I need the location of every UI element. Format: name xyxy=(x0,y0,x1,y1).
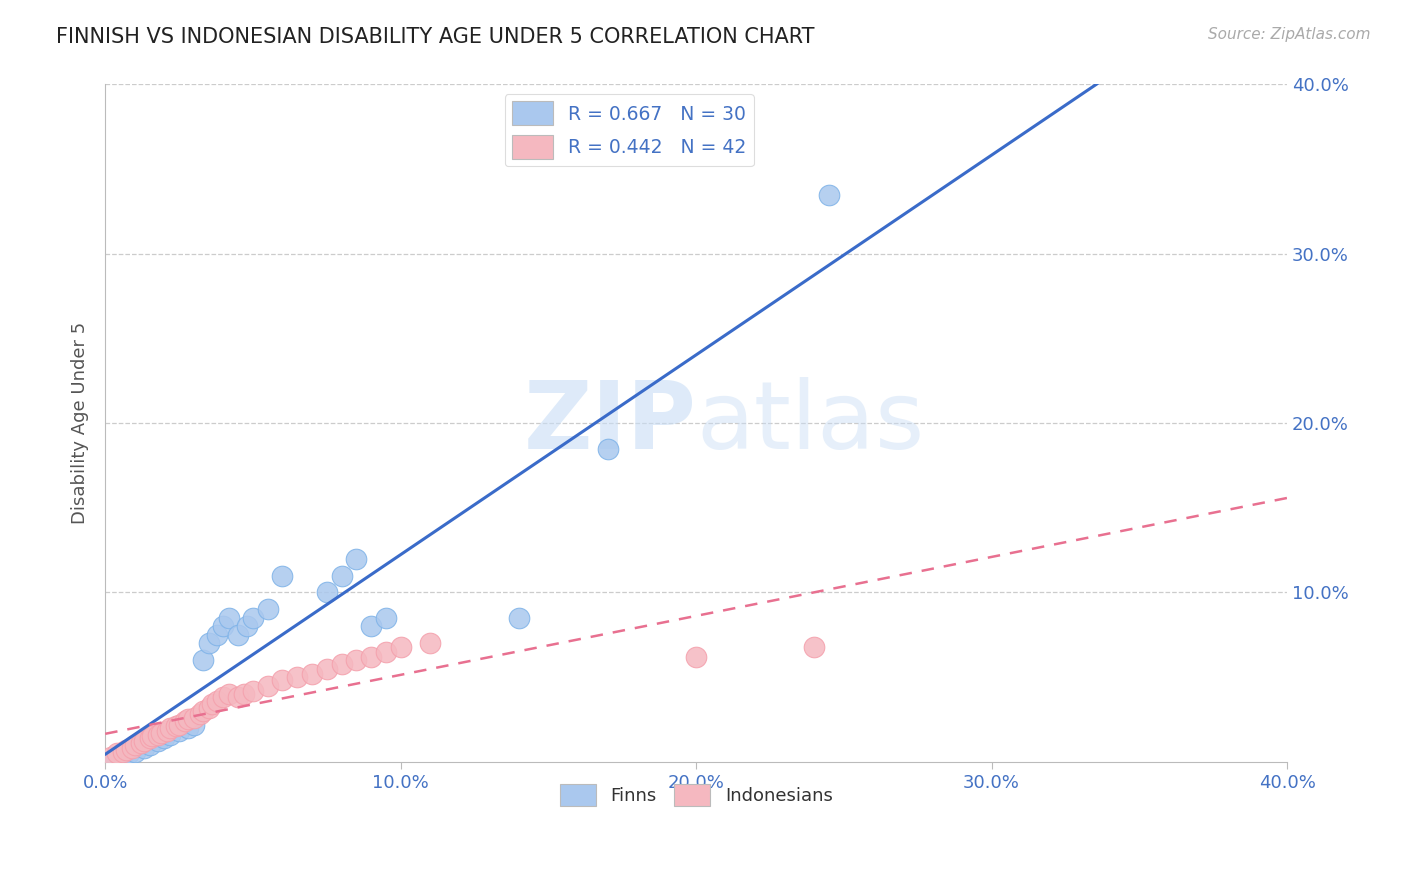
Point xyxy=(685,649,707,664)
Point xyxy=(285,670,308,684)
Point xyxy=(150,726,173,740)
Point xyxy=(419,636,441,650)
Legend: Finns, Indonesians: Finns, Indonesians xyxy=(553,777,839,814)
Point xyxy=(118,747,141,761)
Point xyxy=(344,551,367,566)
Point xyxy=(596,442,619,456)
Point xyxy=(256,679,278,693)
Point xyxy=(111,745,134,759)
Point xyxy=(344,653,367,667)
Point xyxy=(132,741,155,756)
Point xyxy=(156,724,179,739)
Point xyxy=(818,187,841,202)
Point xyxy=(226,628,249,642)
Point xyxy=(236,619,259,633)
Point xyxy=(226,690,249,705)
Point xyxy=(197,636,219,650)
Point xyxy=(271,568,294,582)
Point xyxy=(121,741,143,756)
Point xyxy=(177,713,200,727)
Point xyxy=(315,662,337,676)
Point xyxy=(165,719,187,733)
Point xyxy=(374,645,396,659)
Point xyxy=(111,747,134,762)
Point xyxy=(207,628,229,642)
Point xyxy=(242,683,264,698)
Y-axis label: Disability Age Under 5: Disability Age Under 5 xyxy=(72,322,89,524)
Point xyxy=(212,619,235,633)
Point xyxy=(138,738,160,752)
Point xyxy=(242,611,264,625)
Point xyxy=(100,749,122,764)
Point xyxy=(159,721,181,735)
Point xyxy=(105,747,128,761)
Point xyxy=(315,585,337,599)
Point xyxy=(218,687,240,701)
Point xyxy=(124,738,146,752)
Point xyxy=(301,666,323,681)
Point xyxy=(153,731,176,745)
Point xyxy=(271,673,294,688)
Point xyxy=(207,694,229,708)
Point xyxy=(233,687,256,701)
Point xyxy=(183,717,205,731)
Point xyxy=(183,711,205,725)
Text: Source: ZipAtlas.com: Source: ZipAtlas.com xyxy=(1208,27,1371,42)
Point xyxy=(389,640,412,654)
Text: atlas: atlas xyxy=(696,377,924,469)
Point xyxy=(330,568,353,582)
Point xyxy=(212,690,235,705)
Point xyxy=(141,730,163,744)
Point xyxy=(374,611,396,625)
Point xyxy=(191,704,214,718)
Point xyxy=(200,697,222,711)
Text: ZIP: ZIP xyxy=(523,377,696,469)
Point xyxy=(148,734,170,748)
Point xyxy=(124,745,146,759)
Point xyxy=(167,717,190,731)
Point xyxy=(508,611,530,625)
Point xyxy=(188,707,211,722)
Point xyxy=(174,714,197,728)
Point xyxy=(197,700,219,714)
Point xyxy=(803,640,825,654)
Point xyxy=(132,734,155,748)
Point xyxy=(360,649,382,664)
Point xyxy=(138,731,160,745)
Point xyxy=(167,724,190,739)
Point xyxy=(330,657,353,671)
Point xyxy=(191,653,214,667)
Point xyxy=(218,611,240,625)
Point xyxy=(129,736,152,750)
Point xyxy=(256,602,278,616)
Point xyxy=(148,728,170,742)
Point xyxy=(177,721,200,735)
Point xyxy=(115,743,138,757)
Point xyxy=(103,751,125,765)
Text: FINNISH VS INDONESIAN DISABILITY AGE UNDER 5 CORRELATION CHART: FINNISH VS INDONESIAN DISABILITY AGE UND… xyxy=(56,27,814,46)
Point xyxy=(159,728,181,742)
Point xyxy=(360,619,382,633)
